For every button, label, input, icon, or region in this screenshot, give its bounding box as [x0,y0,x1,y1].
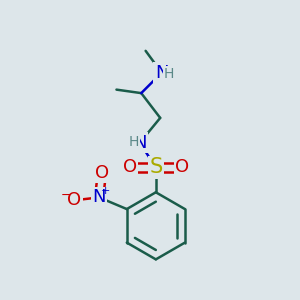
Text: O: O [122,158,136,176]
Text: +: + [101,186,110,196]
Text: O: O [175,158,189,176]
Text: N: N [133,134,146,152]
Text: O: O [67,191,81,209]
Text: N: N [92,188,106,206]
Text: −: − [60,189,71,202]
Text: N: N [155,64,168,82]
Text: O: O [95,164,109,181]
Text: S: S [149,158,163,178]
Text: H: H [128,135,139,149]
Text: H: H [164,67,174,81]
